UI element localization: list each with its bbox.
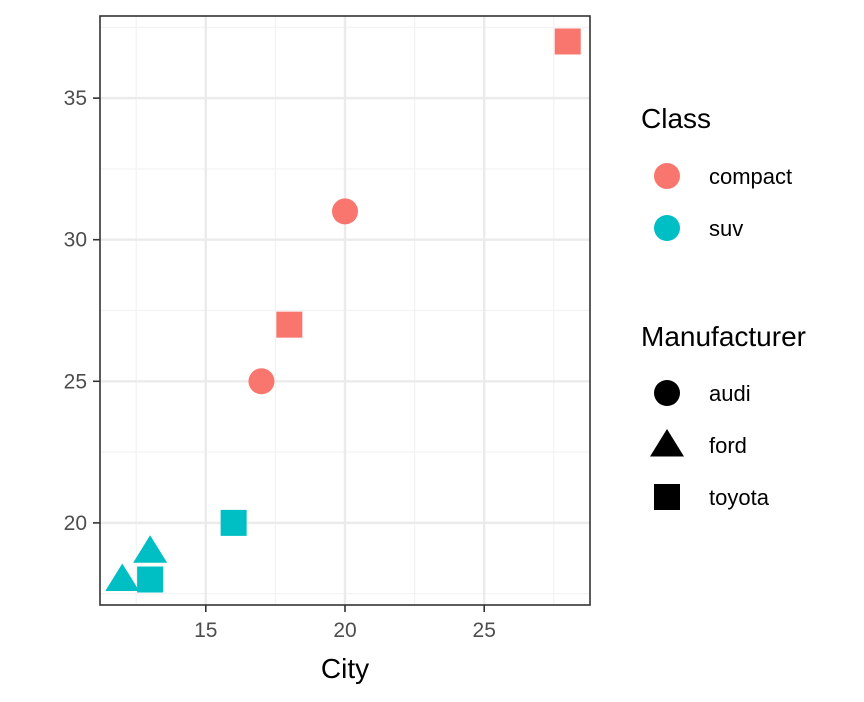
legend-label-ford: ford xyxy=(709,433,747,458)
point-suv-ford xyxy=(105,563,140,592)
point-compact-toyota xyxy=(554,28,581,55)
legend-label-toyota: toyota xyxy=(709,485,770,510)
point-suv-toyota xyxy=(137,566,164,593)
y-tick-label: 30 xyxy=(64,229,87,252)
legend-class: Class compact suv xyxy=(641,103,792,241)
x-tick-label: 15 xyxy=(194,619,217,642)
y-tick-label: 20 xyxy=(64,512,87,535)
legend-key-toyota xyxy=(654,484,680,510)
legend-class-title: Class xyxy=(641,103,711,134)
legend-manufacturer-title: Manufacturer xyxy=(641,321,806,352)
legend-label-compact: compact xyxy=(709,164,792,189)
x-tick-label: 20 xyxy=(333,619,356,642)
point-compact-audi xyxy=(332,198,358,225)
legend-label-suv: suv xyxy=(709,216,743,241)
legend-key-ford xyxy=(650,429,684,457)
x-tick-label: 25 xyxy=(473,619,496,642)
point-suv-toyota xyxy=(220,509,247,536)
legend-label-audi: audi xyxy=(709,381,751,406)
major-gridlines xyxy=(100,16,590,605)
data-points xyxy=(105,28,581,593)
point-suv-ford xyxy=(133,535,168,563)
y-tick-label: 25 xyxy=(64,370,87,393)
legend-manufacturer: Manufacturer audi ford toyota xyxy=(641,321,806,510)
y-axis: 20 25 30 35 xyxy=(64,87,100,535)
legend-key-audi xyxy=(654,380,680,406)
y-tick-label: 35 xyxy=(64,87,87,110)
point-compact-toyota xyxy=(276,311,303,338)
x-axis-title: City xyxy=(321,653,369,684)
x-axis: 15 20 25 xyxy=(194,605,496,642)
legend-key-suv xyxy=(654,215,680,241)
legend-key-compact xyxy=(654,163,680,189)
point-compact-audi xyxy=(248,368,275,395)
